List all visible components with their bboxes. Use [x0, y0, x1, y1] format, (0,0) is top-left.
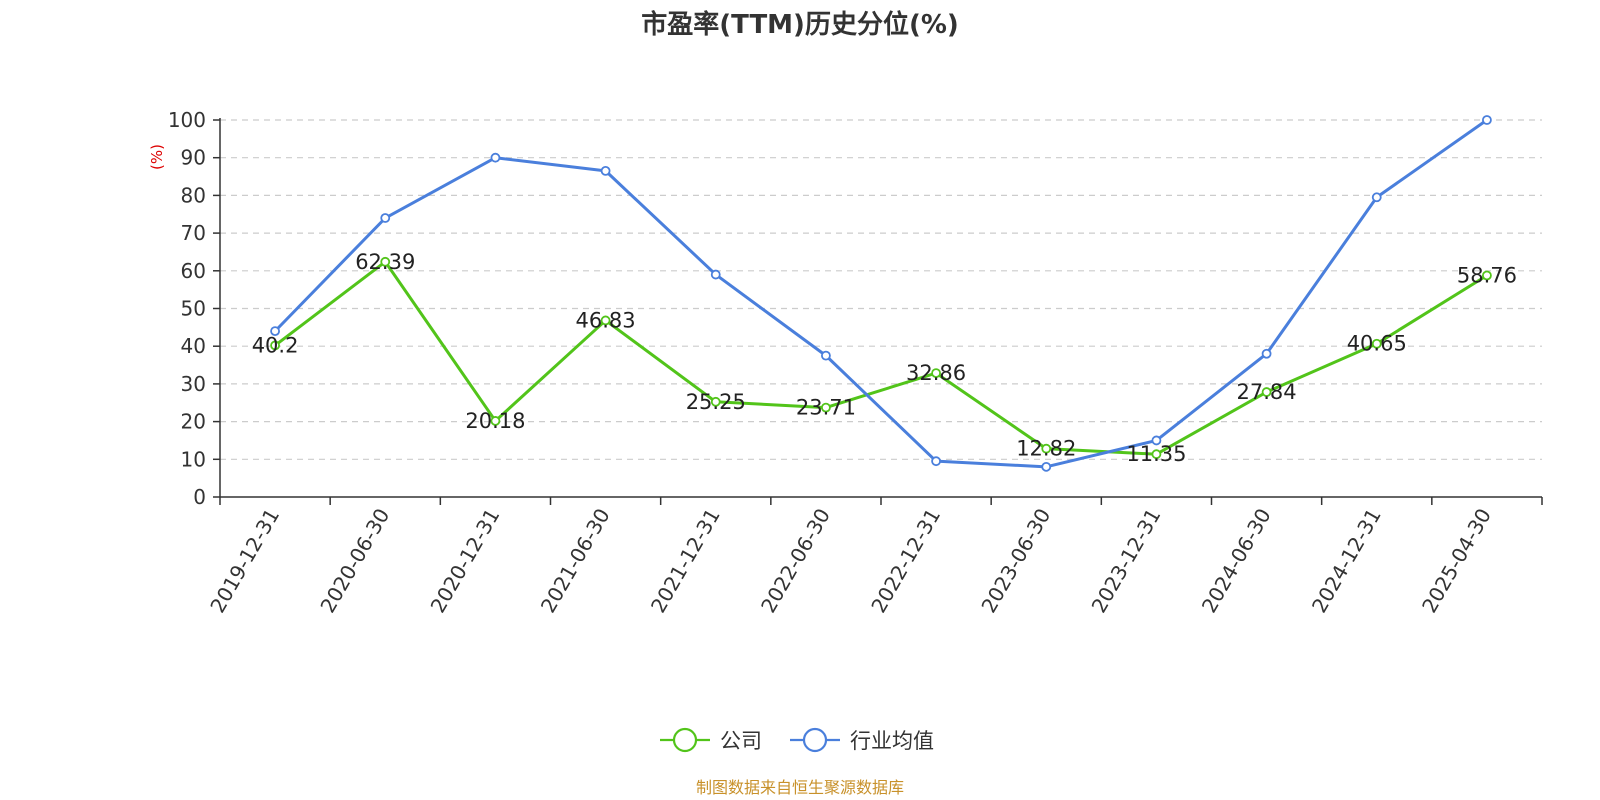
legend[interactable]: 公司 行业均值: [660, 727, 934, 753]
data-point[interactable]: [821, 350, 831, 361]
data-label: 62.39: [355, 250, 415, 274]
data-label: 46.83: [576, 308, 636, 332]
series-group: [270, 115, 1492, 472]
legend-marker: [802, 727, 828, 753]
data-point[interactable]: [380, 213, 391, 223]
data-point[interactable]: [1261, 387, 1272, 397]
x-tick-label: 2020-06-30: [315, 504, 394, 617]
y-tick-label: 40: [181, 334, 206, 358]
data-point[interactable]: [1151, 435, 1162, 446]
data-point[interactable]: [1482, 115, 1492, 125]
legend-label: 行业均值: [850, 729, 934, 753]
legend-marker: [672, 727, 698, 753]
x-tick-label: 2023-06-30: [976, 504, 1055, 617]
data-point[interactable]: [1261, 348, 1272, 359]
y-tick-label: 0: [193, 485, 206, 509]
source-note: 制图数据来自恒生聚源数据库: [696, 778, 904, 797]
x-tick-label: 2022-12-31: [866, 504, 945, 617]
x-tick-label: 2023-12-31: [1087, 504, 1166, 617]
data-point[interactable]: [490, 152, 501, 163]
data-point[interactable]: [931, 368, 941, 379]
y-tick-label: 70: [181, 221, 206, 245]
data-label: 27.84: [1237, 380, 1297, 404]
x-tick-label: 2024-06-30: [1197, 504, 1276, 617]
y-tick-label: 10: [181, 447, 206, 471]
data-point[interactable]: [270, 326, 280, 337]
data-point[interactable]: [1371, 192, 1382, 203]
data-label: 32.86: [906, 361, 966, 385]
y-tick-label: 80: [181, 183, 206, 207]
y-axis-unit: (%): [148, 144, 166, 170]
data-point[interactable]: [490, 416, 501, 426]
data-label: 11.35: [1126, 442, 1186, 466]
x-tick-label: 2021-12-31: [646, 504, 725, 617]
x-tick-label: 2021-06-30: [536, 504, 615, 617]
y-tick-label: 50: [181, 297, 206, 321]
data-label: 40.65: [1347, 332, 1407, 356]
x-tick-label: 2024-12-31: [1307, 504, 1386, 617]
x-tick-label: 2025-04-30: [1417, 504, 1496, 617]
data-label: 40.2: [252, 333, 299, 357]
chart-title: 市盈率(TTM)历史分位(%): [641, 9, 959, 40]
legend-item-0[interactable]: 公司: [660, 727, 762, 753]
legend-label: 公司: [720, 729, 762, 753]
x-tick-label: 2022-06-30: [756, 504, 835, 617]
x-tick-label: 2019-12-31: [205, 504, 284, 617]
y-tick-label: 60: [181, 259, 206, 283]
legend-item-1[interactable]: 行业均值: [790, 727, 934, 753]
data-label: 58.76: [1457, 263, 1517, 287]
data-label: 23.71: [796, 396, 856, 420]
data-point[interactable]: [1041, 461, 1052, 472]
data-point[interactable]: [600, 315, 611, 326]
data-point[interactable]: [1041, 443, 1052, 454]
y-tick-label: 90: [181, 146, 206, 170]
data-point[interactable]: [1371, 338, 1382, 349]
data-point[interactable]: [710, 269, 721, 280]
data-point[interactable]: [1151, 449, 1162, 460]
data-label: 20.18: [465, 409, 525, 433]
x-axis-ticks: 2019-12-31 2020-06-30 2020-12-31 2021-06-30…: [205, 497, 1543, 617]
data-point[interactable]: [710, 396, 721, 407]
data-point[interactable]: [600, 165, 611, 176]
y-tick-label: 30: [181, 372, 206, 396]
data-point[interactable]: [931, 456, 941, 467]
series-line-0: [274, 260, 1488, 456]
data-labels: 40.2 62.39 20.18 46.83 25.25 23.71 32.86 12.82 1…: [252, 250, 1517, 466]
data-point[interactable]: [380, 256, 391, 267]
data-point[interactable]: [821, 402, 831, 413]
data-point[interactable]: [270, 340, 280, 351]
data-label: 25.25: [686, 390, 746, 414]
y-axis-ticks: 0 10 20 30 40 50 60 70 80 90 100: [168, 108, 220, 509]
data-label: 12.82: [1016, 437, 1076, 461]
y-tick-label: 20: [181, 410, 206, 434]
x-tick-label: 2020-12-31: [426, 504, 505, 617]
data-point[interactable]: [1482, 270, 1492, 281]
series-line-1: [274, 118, 1488, 469]
y-tick-label: 100: [168, 108, 206, 132]
grid-lines: [220, 119, 1542, 460]
